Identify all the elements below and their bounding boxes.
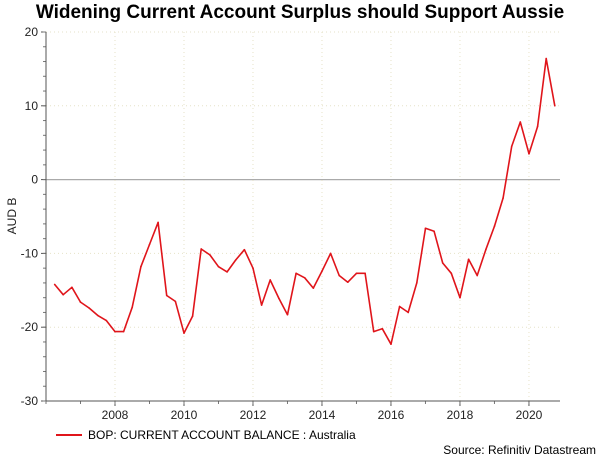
y-tick-label: -30 [21, 394, 39, 408]
data-point [303, 276, 306, 279]
data-point [148, 243, 151, 246]
data-point [441, 262, 444, 264]
data-point [131, 306, 134, 309]
data-point [338, 274, 341, 277]
x-tick-label: 2014 [309, 408, 336, 422]
data-point [157, 221, 159, 224]
data-point [381, 327, 384, 330]
legend-swatch [56, 434, 82, 436]
data-point [243, 248, 246, 251]
data-point [485, 248, 487, 251]
data-point [407, 311, 410, 314]
data-point [390, 343, 392, 345]
data-point [234, 259, 237, 261]
data-point [450, 272, 453, 275]
data-point [355, 272, 358, 275]
data-point [174, 300, 177, 303]
chart-title: Widening Current Account Surplus should … [35, 2, 565, 23]
data-point [183, 332, 185, 334]
data-point [122, 330, 125, 333]
series-line [53, 57, 556, 346]
data-point [114, 330, 116, 333]
data-point [459, 296, 461, 299]
data-point [269, 279, 272, 281]
data-point [519, 121, 522, 123]
data-point [467, 258, 470, 261]
data-point [364, 272, 366, 275]
legend-label: BOP: CURRENT ACCOUNT BALANCE : Australia [88, 428, 356, 442]
data-point [79, 301, 82, 303]
series-layer [53, 57, 556, 346]
x-tick-label: 2020 [516, 408, 543, 422]
x-tick-label: 2018 [447, 408, 474, 422]
data-point [545, 57, 548, 60]
data-point [398, 305, 401, 308]
y-tick-label: 20 [25, 25, 39, 39]
data-point [191, 315, 194, 317]
data-point [372, 330, 375, 333]
data-point [536, 125, 539, 128]
data-point [53, 283, 56, 286]
data-point [510, 145, 513, 148]
legend: BOP: CURRENT ACCOUNT BALANCE : Australia [56, 428, 356, 442]
data-point [528, 152, 530, 155]
data-point [476, 274, 479, 277]
data-point [295, 272, 297, 275]
data-point [502, 197, 504, 199]
x-tick-label: 2012 [240, 408, 267, 422]
data-point [140, 265, 142, 268]
data-point [105, 319, 108, 322]
data-point [252, 267, 254, 269]
y-axis-label: AUD B [5, 198, 19, 235]
data-point [88, 307, 90, 309]
data-point [278, 297, 280, 300]
tick-labels: -30 -20 -10 0 10 20 2008 2010 2012 2014 2016 2018 20… [21, 25, 543, 422]
data-point [554, 105, 556, 107]
y-tick-label: 10 [25, 99, 39, 113]
y-tick-label: 0 [31, 173, 38, 187]
gridlines [46, 31, 560, 402]
data-point [321, 270, 323, 272]
data-point [493, 225, 496, 227]
data-point [217, 265, 220, 268]
x-tick-label: 2016 [378, 408, 405, 422]
data-point [200, 248, 203, 250]
data-point [96, 314, 99, 317]
data-point [312, 287, 315, 289]
source-note: Source: Refinitiv Datastream [443, 443, 596, 457]
data-point [226, 271, 228, 273]
y-tick-label: -20 [21, 320, 39, 334]
data-point [260, 304, 263, 306]
data-point [286, 313, 289, 316]
axes [41, 31, 560, 406]
data-point [209, 254, 211, 256]
data-point [424, 227, 427, 230]
data-point [329, 252, 332, 255]
data-point [62, 293, 65, 296]
data-point [165, 294, 168, 297]
data-point [416, 282, 418, 284]
data-point [433, 230, 435, 233]
x-tick-label: 2010 [171, 408, 198, 422]
data-point [71, 286, 73, 289]
x-tick-label: 2008 [102, 408, 129, 422]
y-tick-label: -10 [21, 246, 39, 260]
data-point [347, 281, 349, 283]
